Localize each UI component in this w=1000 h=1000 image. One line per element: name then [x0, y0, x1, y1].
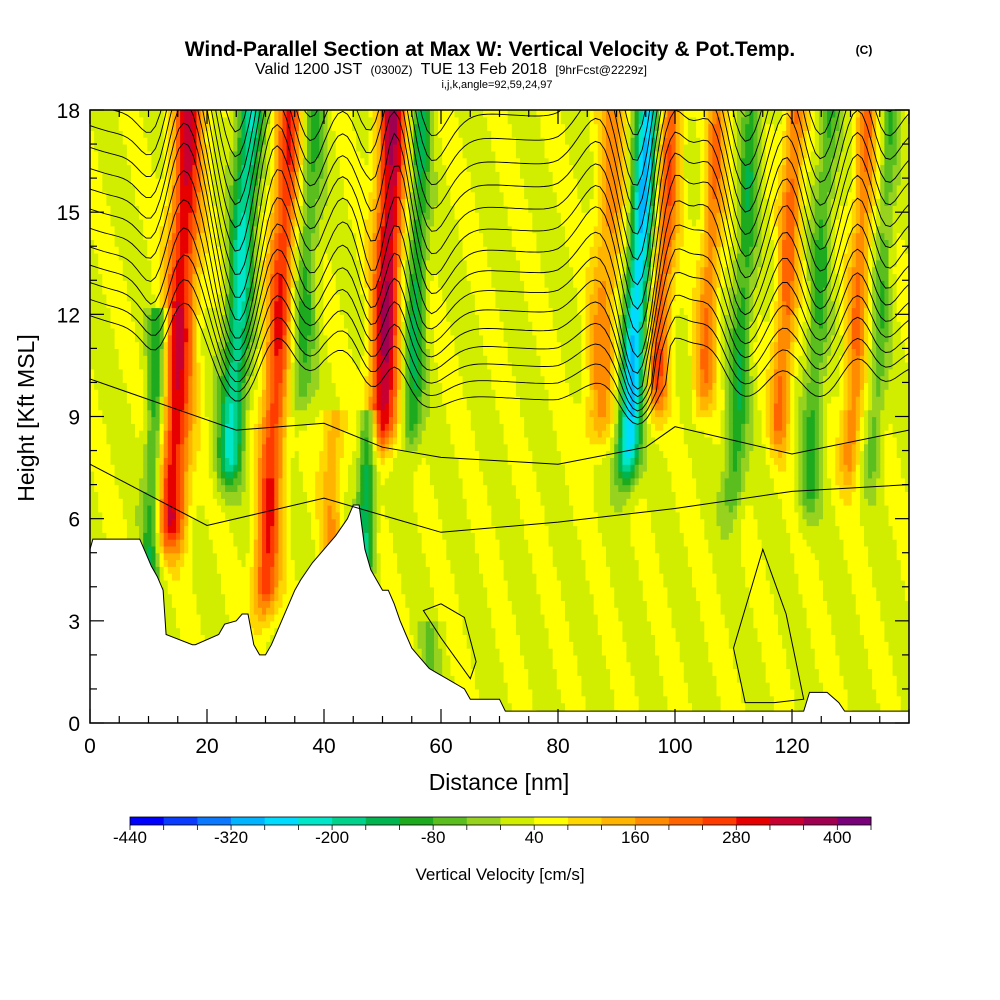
colorbar-swatch	[668, 817, 704, 825]
theta-contour	[90, 199, 909, 398]
x-tick-label: 40	[312, 735, 335, 758]
theta-contour	[110, 110, 909, 261]
theta-contour	[90, 122, 909, 358]
colorbar-swatch	[365, 817, 400, 825]
y-tick-label: 0	[68, 713, 80, 736]
colorbar-swatch	[163, 817, 198, 825]
colorbar-swatch	[770, 817, 805, 825]
colorbar-swatch	[433, 817, 468, 825]
theta-contour	[210, 110, 909, 235]
theta-closed-contour	[422, 603, 477, 680]
grid-index-line: i,j,k,angle=92,59,24,97	[441, 79, 552, 91]
axis-ticks: 0 20 40 60 80 100 120 0 3 6 9 12 15 18	[57, 100, 910, 758]
theta-contour	[90, 170, 909, 390]
x-axis-label: Distance [nm]	[429, 769, 570, 795]
colorbar-swatch	[130, 817, 165, 825]
colorbar-swatch	[736, 817, 771, 825]
colorbar-label: Vertical Velocity [cm/s]	[415, 865, 584, 884]
colorbar-swatch	[298, 817, 333, 825]
colorbar-swatch	[534, 817, 569, 825]
theta-contour	[215, 110, 909, 210]
colorbar-swatch	[399, 817, 434, 825]
colorbar-swatch	[601, 817, 636, 825]
theta-contour	[90, 227, 909, 405]
y-tick-label: 6	[68, 509, 80, 532]
theta-contour	[90, 142, 909, 374]
colorbar-swatch	[837, 817, 872, 825]
theta-contour	[90, 110, 909, 310]
colorbar-tick-label: -80	[421, 828, 446, 847]
theta-contour	[90, 302, 909, 425]
y-tick-label: 18	[57, 100, 80, 123]
potential-temperature-contours	[90, 110, 909, 704]
theta-contour	[90, 378, 909, 465]
colorbar-swatch	[264, 817, 299, 825]
y-tick-label: 15	[57, 202, 80, 225]
colorbar-tick-label: 40	[525, 828, 544, 847]
x-tick-label: 0	[84, 735, 96, 758]
colorbar-tick-label: -320	[214, 828, 248, 847]
valid-time: Valid 1200 JST (0300Z) TUE 13 Feb 2018 […	[255, 61, 647, 78]
colorbar-tick-label: 280	[722, 828, 750, 847]
colorbar-tick-label: -440	[113, 828, 147, 847]
y-axis-label: Height [Kft MSL]	[13, 334, 39, 501]
colorbar-swatch	[803, 817, 838, 825]
colorbar-swatch	[197, 817, 232, 825]
x-tick-label: 60	[429, 735, 452, 758]
colorbar-tick-label: -200	[315, 828, 349, 847]
colorbar-swatch	[466, 817, 501, 825]
x-tick-label: 80	[546, 735, 569, 758]
theta-contour	[90, 254, 909, 412]
colorbar-swatch	[702, 817, 737, 825]
theta-closed-contour	[732, 547, 805, 704]
x-tick-label: 20	[195, 735, 218, 758]
y-tick-label: 12	[57, 304, 80, 327]
copyright-mark: (C)	[856, 43, 873, 57]
colorbar-swatch	[567, 817, 603, 825]
chart-title: Wind-Parallel Section at Max W: Vertical…	[185, 38, 796, 61]
theta-contour	[90, 110, 909, 334]
colorbar-swatch	[231, 817, 266, 825]
x-tick-label: 100	[657, 735, 692, 758]
colorbar-swatch	[500, 817, 535, 825]
theta-contour	[90, 110, 909, 286]
theta-contour	[225, 110, 821, 161]
vertical-velocity-field	[90, 110, 909, 723]
y-tick-label: 3	[68, 611, 80, 634]
colorbar: -440 -320 -200 -80 40 160 280 400	[113, 816, 872, 847]
y-tick-label: 9	[68, 407, 80, 430]
colorbar-tick-label: 400	[823, 828, 851, 847]
theta-contour	[90, 463, 909, 533]
terrain-profile	[90, 504, 909, 723]
theta-contour	[90, 279, 909, 419]
colorbar-swatch	[635, 817, 670, 825]
terrain-mask	[90, 504, 909, 723]
colorbar-tick-label: 160	[621, 828, 649, 847]
colorbar-swatch	[332, 817, 367, 825]
x-tick-label: 120	[774, 735, 809, 758]
